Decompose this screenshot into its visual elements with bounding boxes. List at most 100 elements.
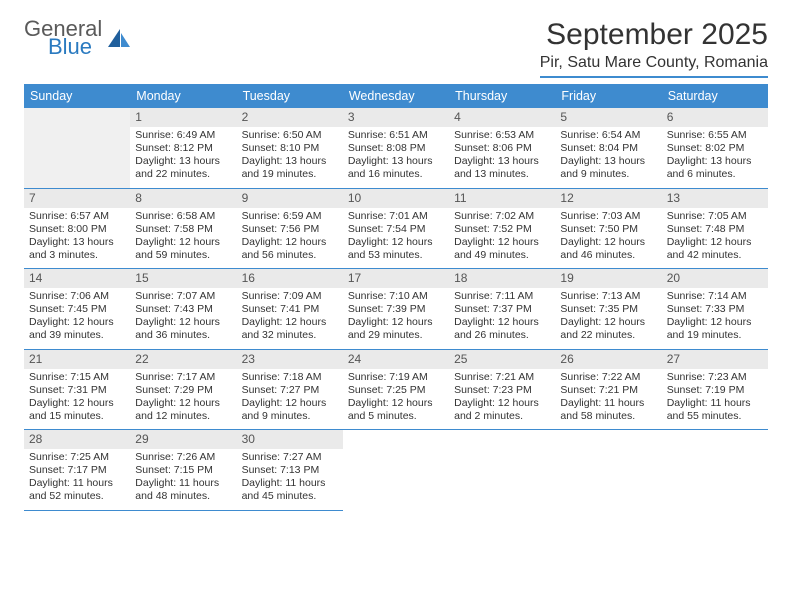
sail-icon — [106, 27, 132, 54]
day-number: 12 — [555, 189, 661, 208]
day-sr: Sunrise: 7:17 AM — [135, 371, 231, 384]
title-block: September 2025 Pir, Satu Mare County, Ro… — [540, 18, 768, 78]
day-sr: Sunrise: 7:18 AM — [242, 371, 338, 384]
day-sr: Sunrise: 7:05 AM — [667, 210, 763, 223]
day-ss: Sunset: 7:52 PM — [454, 223, 550, 236]
day-cell: 23Sunrise: 7:18 AMSunset: 7:27 PMDayligh… — [237, 350, 343, 430]
logo-text: General Blue — [24, 18, 102, 58]
day-sr: Sunrise: 6:59 AM — [242, 210, 338, 223]
day-info: Sunrise: 7:02 AMSunset: 7:52 PMDaylight:… — [454, 210, 550, 263]
day-ss: Sunset: 7:31 PM — [29, 384, 125, 397]
day-ss: Sunset: 8:06 PM — [454, 142, 550, 155]
day-cell: 2Sunrise: 6:50 AMSunset: 8:10 PMDaylight… — [237, 108, 343, 188]
day-dl2: and 52 minutes. — [29, 490, 125, 503]
day-cell: 20Sunrise: 7:14 AMSunset: 7:33 PMDayligh… — [662, 269, 768, 349]
day-cell: 7Sunrise: 6:57 AMSunset: 8:00 PMDaylight… — [24, 189, 130, 269]
day-sr: Sunrise: 7:14 AM — [667, 290, 763, 303]
day-dl2: and 12 minutes. — [135, 410, 231, 423]
day-sr: Sunrise: 6:54 AM — [560, 129, 656, 142]
day-dl2: and 59 minutes. — [135, 249, 231, 262]
day-ss: Sunset: 7:56 PM — [242, 223, 338, 236]
day-dl2: and 22 minutes. — [560, 329, 656, 342]
day-dl2: and 9 minutes. — [242, 410, 338, 423]
day-cell: 4Sunrise: 6:53 AMSunset: 8:06 PMDaylight… — [449, 108, 555, 188]
day-dl1: Daylight: 12 hours — [135, 236, 231, 249]
day-dl1: Daylight: 13 hours — [454, 155, 550, 168]
day-dl1: Daylight: 12 hours — [348, 397, 444, 410]
day-number: 10 — [343, 189, 449, 208]
day-ss: Sunset: 8:08 PM — [348, 142, 444, 155]
day-dl1: Daylight: 11 hours — [560, 397, 656, 410]
day-dl2: and 5 minutes. — [348, 410, 444, 423]
day-info: Sunrise: 6:53 AMSunset: 8:06 PMDaylight:… — [454, 129, 550, 182]
day-sr: Sunrise: 7:07 AM — [135, 290, 231, 303]
day-info: Sunrise: 7:26 AMSunset: 7:15 PMDaylight:… — [135, 451, 231, 504]
day-dl2: and 49 minutes. — [454, 249, 550, 262]
day-number: 27 — [662, 350, 768, 369]
day-info: Sunrise: 7:23 AMSunset: 7:19 PMDaylight:… — [667, 371, 763, 424]
day-dl1: Daylight: 12 hours — [135, 316, 231, 329]
day-sr: Sunrise: 7:02 AM — [454, 210, 550, 223]
day-info: Sunrise: 7:01 AMSunset: 7:54 PMDaylight:… — [348, 210, 444, 263]
day-ss: Sunset: 7:21 PM — [560, 384, 656, 397]
day-cell: 12 Sunrise: 7:03 AMSunset: 7:50 PMDayligh… — [555, 189, 661, 269]
day-number: 21 — [24, 350, 130, 369]
day-cell: 15Sunrise: 7:07 AMSunset: 7:43 PMDayligh… — [130, 269, 236, 349]
day-number: 2 — [237, 108, 343, 127]
day-dl2: and 42 minutes. — [667, 249, 763, 262]
day-cell — [449, 430, 555, 511]
day-cell: 16Sunrise: 7:09 AMSunset: 7:41 PMDayligh… — [237, 269, 343, 349]
day-dl1: Daylight: 12 hours — [560, 316, 656, 329]
day-dl1: Daylight: 12 hours — [135, 397, 231, 410]
day-dl1: Daylight: 11 hours — [667, 397, 763, 410]
dow-monday: Monday — [130, 84, 236, 108]
day-dl1: Daylight: 11 hours — [242, 477, 338, 490]
calendar: Sunday Monday Tuesday Wednesday Thursday… — [24, 84, 768, 511]
day-number: 30 — [237, 430, 343, 449]
day-info: Sunrise: 6:55 AMSunset: 8:02 PMDaylight:… — [667, 129, 763, 182]
day-dl1: Daylight: 12 hours — [242, 397, 338, 410]
day-ss: Sunset: 7:15 PM — [135, 464, 231, 477]
day-info: Sunrise: 7:14 AMSunset: 7:33 PMDaylight:… — [667, 290, 763, 343]
day-cell: 8Sunrise: 6:58 AMSunset: 7:58 PMDaylight… — [130, 189, 236, 269]
day-sr: Sunrise: 7:13 AM — [560, 290, 656, 303]
day-info: Sunrise: 7:05 AMSunset: 7:48 PMDaylight:… — [667, 210, 763, 263]
day-dl1: Daylight: 12 hours — [454, 236, 550, 249]
header: General Blue September 2025 Pir, Satu Ma… — [24, 18, 768, 78]
day-dl1: Daylight: 12 hours — [560, 236, 656, 249]
day-dl1: Daylight: 13 hours — [242, 155, 338, 168]
day-ss: Sunset: 7:19 PM — [667, 384, 763, 397]
day-dl1: Daylight: 12 hours — [454, 316, 550, 329]
day-number: 1 — [130, 108, 236, 127]
day-dl2: and 3 minutes. — [29, 249, 125, 262]
day-info: Sunrise: 7:19 AMSunset: 7:25 PMDaylight:… — [348, 371, 444, 424]
day-number: 28 — [24, 430, 130, 449]
day-number: 8 — [130, 189, 236, 208]
day-dl1: Daylight: 12 hours — [454, 397, 550, 410]
day-ss: Sunset: 7:43 PM — [135, 303, 231, 316]
day-cell: 27 Sunrise: 7:23 AMSunset: 7:19 PMDayligh… — [662, 350, 768, 430]
day-cell: 1 Sunrise: 6:49 AMSunset: 8:12 PMDaylight… — [130, 108, 236, 188]
day-info: Sunrise: 7:25 AMSunset: 7:17 PMDaylight:… — [29, 451, 125, 504]
day-number: 18 — [449, 269, 555, 288]
day-cell: 18Sunrise: 7:11 AMSunset: 7:37 PMDayligh… — [449, 269, 555, 349]
day-sr: Sunrise: 7:25 AM — [29, 451, 125, 464]
day-info: Sunrise: 7:17 AMSunset: 7:29 PMDaylight:… — [135, 371, 231, 424]
day-info: Sunrise: 7:13 AMSunset: 7:35 PMDaylight:… — [560, 290, 656, 343]
day-sr: Sunrise: 6:55 AM — [667, 129, 763, 142]
day-info: Sunrise: 7:03 AMSunset: 7:50 PMDaylight:… — [560, 210, 656, 263]
day-info: Sunrise: 7:07 AMSunset: 7:43 PMDaylight:… — [135, 290, 231, 343]
day-dl1: Daylight: 12 hours — [667, 236, 763, 249]
day-dl2: and 22 minutes. — [135, 168, 231, 181]
day-cell: 19Sunrise: 7:13 AMSunset: 7:35 PMDayligh… — [555, 269, 661, 349]
day-cell: 22Sunrise: 7:17 AMSunset: 7:29 PMDayligh… — [130, 350, 236, 430]
day-number: 7 — [24, 189, 130, 208]
day-cell: 13Sunrise: 7:05 AMSunset: 7:48 PMDayligh… — [662, 189, 768, 269]
day-number: 5 — [555, 108, 661, 127]
day-info: Sunrise: 6:49 AMSunset: 8:12 PMDaylight:… — [135, 129, 231, 182]
day-ss: Sunset: 7:25 PM — [348, 384, 444, 397]
day-dl1: Daylight: 11 hours — [29, 477, 125, 490]
dow-row: Sunday Monday Tuesday Wednesday Thursday… — [24, 84, 768, 108]
day-ss: Sunset: 7:37 PM — [454, 303, 550, 316]
day-dl1: Daylight: 12 hours — [667, 316, 763, 329]
